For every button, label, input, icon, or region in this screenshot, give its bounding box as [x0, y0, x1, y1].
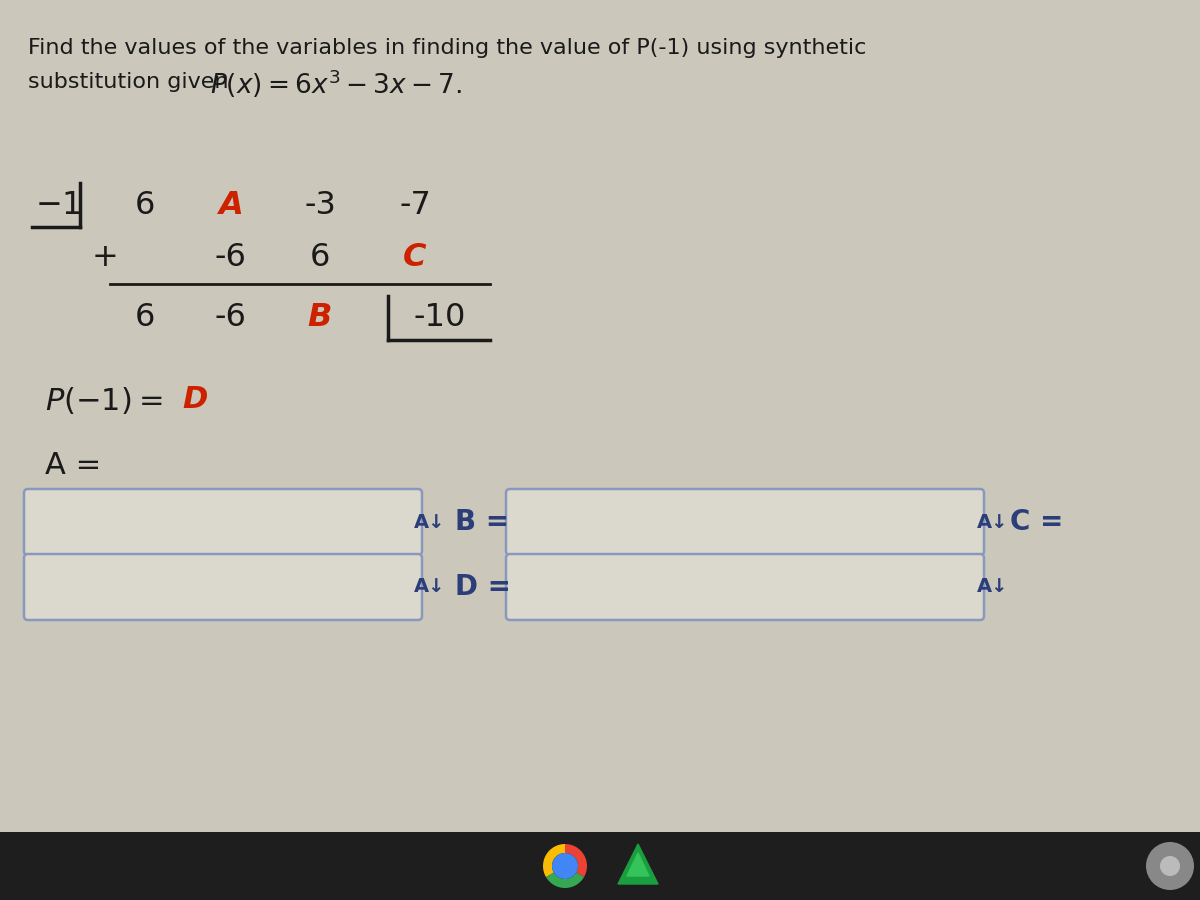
- Text: $P(-1) =$: $P(-1) =$: [46, 384, 162, 416]
- Text: 6: 6: [134, 302, 155, 334]
- Wedge shape: [546, 872, 584, 888]
- Text: -6: -6: [214, 302, 246, 334]
- Text: 6: 6: [310, 242, 330, 274]
- Text: 6: 6: [134, 190, 155, 220]
- Text: A =: A =: [46, 451, 101, 480]
- Text: C: C: [403, 242, 427, 274]
- Text: $-1$: $-1$: [35, 190, 82, 220]
- Text: A↓: A↓: [414, 578, 445, 597]
- Text: A↓: A↓: [977, 578, 1009, 597]
- Wedge shape: [542, 844, 565, 877]
- Text: A↓: A↓: [977, 512, 1009, 532]
- Bar: [0, 832, 1200, 900]
- Text: +: +: [91, 242, 119, 274]
- Text: B =: B =: [455, 508, 509, 536]
- Text: D: D: [182, 385, 208, 415]
- FancyBboxPatch shape: [506, 554, 984, 620]
- Text: D =: D =: [455, 573, 511, 601]
- Polygon shape: [628, 853, 649, 876]
- Polygon shape: [618, 844, 658, 884]
- Text: Find the values of the variables in finding the value of P(-1) using synthetic: Find the values of the variables in find…: [28, 38, 866, 58]
- FancyBboxPatch shape: [506, 489, 984, 555]
- FancyBboxPatch shape: [24, 554, 422, 620]
- Text: -3: -3: [304, 190, 336, 220]
- Circle shape: [1160, 856, 1180, 876]
- Text: -7: -7: [400, 190, 431, 220]
- Text: $P(x) = 6x^3 - 3x - 7.$: $P(x) = 6x^3 - 3x - 7.$: [210, 68, 462, 101]
- Text: B: B: [308, 302, 332, 334]
- Circle shape: [552, 853, 578, 879]
- Text: substitution given: substitution given: [28, 72, 235, 92]
- Text: A: A: [217, 190, 242, 220]
- FancyBboxPatch shape: [24, 489, 422, 555]
- Wedge shape: [565, 844, 587, 877]
- Text: A↓: A↓: [414, 512, 445, 532]
- Text: -10: -10: [414, 302, 466, 334]
- Circle shape: [1146, 842, 1194, 890]
- Text: -6: -6: [214, 242, 246, 274]
- Text: C =: C =: [1010, 508, 1063, 536]
